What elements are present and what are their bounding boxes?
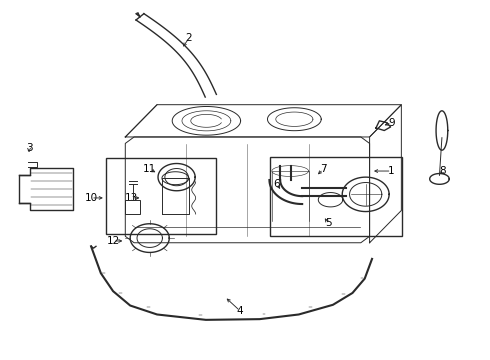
Bar <box>270 157 402 235</box>
Text: 7: 7 <box>320 164 326 174</box>
Text: 5: 5 <box>325 218 331 228</box>
Text: 13: 13 <box>125 193 138 203</box>
Text: 6: 6 <box>273 179 280 189</box>
Text: 10: 10 <box>84 193 98 203</box>
Text: 3: 3 <box>25 143 32 153</box>
Bar <box>125 201 140 214</box>
Text: 8: 8 <box>440 166 446 176</box>
Text: 2: 2 <box>186 33 192 43</box>
Text: 11: 11 <box>143 164 156 174</box>
Text: 1: 1 <box>388 166 395 176</box>
Bar <box>106 158 216 234</box>
Text: 4: 4 <box>237 306 244 316</box>
Text: 12: 12 <box>106 236 120 246</box>
Text: 9: 9 <box>388 118 395 128</box>
